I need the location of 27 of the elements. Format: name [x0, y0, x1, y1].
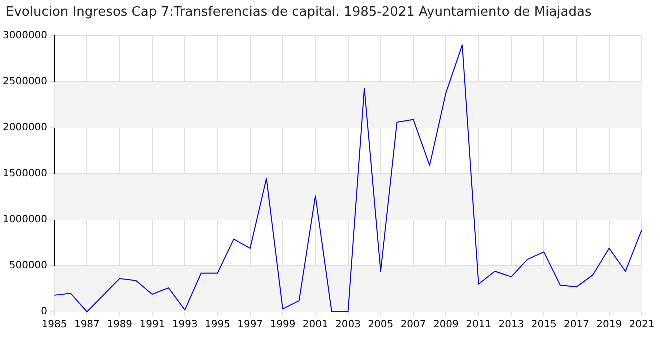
y-tick-label: 500000	[9, 260, 48, 272]
y-tick-label: 1000000	[2, 214, 48, 226]
y-tick-label: 2500000	[2, 76, 48, 88]
x-tick-label: 1985	[42, 320, 68, 331]
x-tick-label: 2001	[302, 320, 328, 331]
y-tick-label: 2000000	[2, 122, 48, 134]
x-tick-label: 1987	[74, 320, 100, 331]
x-tick-label: 1997	[238, 320, 264, 331]
x-tick-label: 2019	[596, 320, 622, 331]
x-tick-label: 2003	[336, 320, 361, 331]
x-tick-label: 2017	[564, 320, 590, 331]
y-tick-label: 0	[41, 306, 48, 318]
x-tick-label: 1995	[204, 320, 230, 331]
x-tick-label: 2011	[466, 320, 492, 331]
x-tick-label: 1999	[270, 320, 296, 331]
x-tick-label: 1989	[107, 320, 133, 331]
y-tick-label: 1500000	[2, 168, 48, 180]
x-tick-label: 2015	[531, 320, 557, 331]
chart-title: Evolucion Ingresos Cap 7:Transferencias de capital. 1985-2021 Ayuntamiento de Miajadas	[6, 5, 592, 20]
x-tick-label: 2021	[629, 320, 655, 331]
x-tick-label: 2013	[498, 320, 524, 331]
x-tick-label: 1991	[140, 320, 166, 331]
x-tick-label: 2007	[400, 320, 426, 331]
x-tick-label: 2009	[433, 320, 459, 331]
y-tick-label: 3000000	[2, 30, 48, 42]
x-tick-label: 1993	[172, 320, 198, 331]
x-tick-label: 2005	[368, 320, 394, 331]
